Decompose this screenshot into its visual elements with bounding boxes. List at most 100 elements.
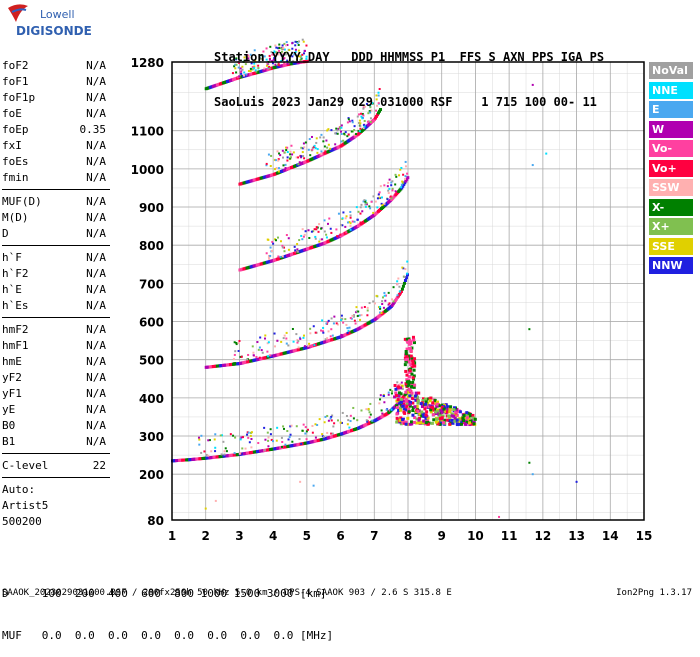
echo-point [400,384,404,388]
echo-point [369,106,372,109]
x-tick-label: 10 [467,529,484,543]
echo-point [257,64,260,67]
echo-point [244,447,247,450]
echo-point [264,334,267,337]
header-line-1: Station YYYY DAY DDD HHMMSS P1 FFS S AXN… [214,50,605,64]
echo-point [409,370,413,374]
echo-points [171,38,578,518]
echo-point [450,418,454,422]
echo-point [395,412,399,416]
echo-point [462,413,466,417]
echo-point [394,391,398,395]
echo-point [470,418,474,422]
echo-point [302,235,305,238]
echo-point [307,229,310,232]
echo-point [355,133,358,136]
echo-point [433,400,437,404]
echo-point [459,422,463,426]
echo-point [251,345,254,348]
echo-point [272,58,275,61]
echo-point [325,236,328,239]
echo-point [265,252,268,255]
param-value: N/A [86,251,106,264]
echo-point [269,433,272,436]
echo-point [405,405,409,409]
echo-point [299,480,302,483]
echo-point [386,185,389,188]
echo-point [270,154,273,157]
echo-point [464,413,468,417]
echo-point [277,255,280,258]
echo-point [295,425,298,428]
echo-point [293,53,296,56]
param-name: yF1 [2,387,22,400]
echo-point [432,418,436,422]
echo-point [429,408,433,412]
echo-point [285,146,288,149]
echo-point [411,401,415,405]
echo-point [286,62,289,65]
param-value: N/A [86,283,106,296]
echo-point [299,58,302,61]
echo-point [298,438,301,441]
echo-point [283,42,286,45]
echo-point [407,383,411,387]
echo-point [235,63,238,66]
echo-point [407,380,411,384]
echo-point [349,414,352,417]
echo-point [318,223,321,226]
separator [2,245,110,246]
echo-point [443,418,447,422]
echo-point [296,243,299,246]
echo-point [261,351,264,354]
echo-point [336,132,339,135]
echo-point [292,340,295,343]
echo-point [341,224,344,227]
echo-point [358,314,361,317]
param-row-hf: h`F N/A [2,250,110,266]
echo-point [408,389,412,393]
param-row-fmin: fmin N/A [2,170,110,186]
echo-point [358,122,361,125]
echo-point [528,328,531,331]
x-tick-label: 5 [303,529,311,543]
echo-point [465,421,469,425]
echo-point [330,415,333,418]
echo-point [261,58,264,61]
echo-point [404,420,408,424]
echo-point [288,49,291,52]
echo-point [250,446,253,449]
echo-point [233,353,236,356]
echo-point [351,130,354,133]
echo-point [207,454,210,457]
echo-point [457,418,461,422]
echo-point [340,319,343,322]
echo-point [245,73,248,76]
echo-point [376,197,379,200]
echo-point [429,396,433,400]
legend-item-noval: NoVal [649,62,693,79]
echo-point [272,440,275,443]
echo-point [366,420,369,423]
echo-point [254,59,257,62]
separator [2,189,110,190]
echo-point [410,422,414,426]
echo-point [222,440,225,443]
x-tick-label: 11 [501,529,518,543]
echo-point [410,346,414,350]
echo-point [237,349,240,352]
echo-point [353,220,356,223]
echo-point [282,164,285,167]
echo-point [346,221,349,224]
echo-point [280,60,283,63]
echo-point [349,222,352,225]
echo-point [253,62,256,65]
echo-point [394,387,398,391]
echo-point [412,420,416,424]
echo-point [300,57,303,60]
param-row-hf2: h`F2 N/A [2,266,110,282]
echo-point [296,248,299,251]
echo-point [351,119,354,122]
echo-point [428,399,432,403]
echo-point [265,162,268,165]
